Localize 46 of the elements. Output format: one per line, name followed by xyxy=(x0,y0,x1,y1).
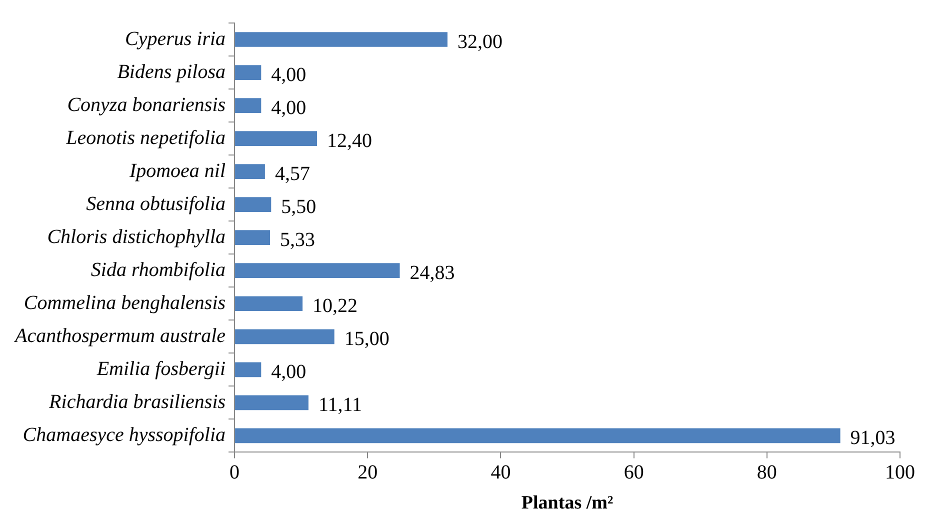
data-label: 91,03 xyxy=(850,426,896,449)
bar xyxy=(235,131,318,146)
y-tick-label: Ipomoea nil xyxy=(128,160,226,182)
x-axis-title: Plantas /m² xyxy=(521,492,614,514)
y-tick-label: Chamaesyce hyssopifolia xyxy=(22,424,226,446)
y-tick-label: Acanthospermum australe xyxy=(12,324,226,347)
bar xyxy=(235,98,262,113)
x-tick-label: 40 xyxy=(490,461,511,484)
y-tick-label: Leonotis nepetifolia xyxy=(65,126,226,149)
bar xyxy=(235,197,272,212)
data-label: 4,00 xyxy=(271,64,306,86)
y-tick-label: Emilia fosbergii xyxy=(96,358,226,380)
data-label: 32,00 xyxy=(457,30,502,53)
y-tick-label: Cyperus iria xyxy=(124,28,226,50)
data-label: 5,33 xyxy=(280,228,316,251)
x-tick-label: 80 xyxy=(756,461,777,484)
x-tick-label: 0 xyxy=(230,461,240,484)
data-label: 24,83 xyxy=(410,262,455,284)
bar xyxy=(235,395,308,410)
bar xyxy=(235,329,334,344)
y-tick-label: Commelina benghalensis xyxy=(24,292,226,314)
data-label: 12,40 xyxy=(327,130,372,152)
y-tick-label: Bidens pilosa xyxy=(117,60,226,83)
data-label: 5,50 xyxy=(281,196,316,218)
data-label: 15,00 xyxy=(344,328,390,350)
data-label: 4,00 xyxy=(271,360,306,383)
y-tick-label: Conyza bonariensis xyxy=(67,94,226,116)
bar xyxy=(235,362,262,378)
x-tick-label: 20 xyxy=(358,461,378,484)
bar xyxy=(235,65,262,80)
x-tick-label: 60 xyxy=(624,461,644,484)
bar xyxy=(235,32,448,47)
bar xyxy=(235,164,265,179)
bar xyxy=(235,296,303,312)
y-tick-label: Sida rhombifolia xyxy=(90,258,226,281)
x-tick-label: 100 xyxy=(885,461,915,484)
y-tick-label: Richardia brasiliensis xyxy=(48,390,226,413)
data-label: 10,22 xyxy=(312,294,358,317)
bar xyxy=(235,230,270,246)
y-tick-label: Chloris distichophylla xyxy=(47,226,226,248)
y-tick-label: Senna obtusifolia xyxy=(86,192,226,215)
data-label: 4,00 xyxy=(271,96,306,119)
data-label: 11,11 xyxy=(318,394,362,416)
bar xyxy=(235,428,840,444)
data-label: 4,57 xyxy=(274,162,310,185)
bar xyxy=(235,263,400,278)
